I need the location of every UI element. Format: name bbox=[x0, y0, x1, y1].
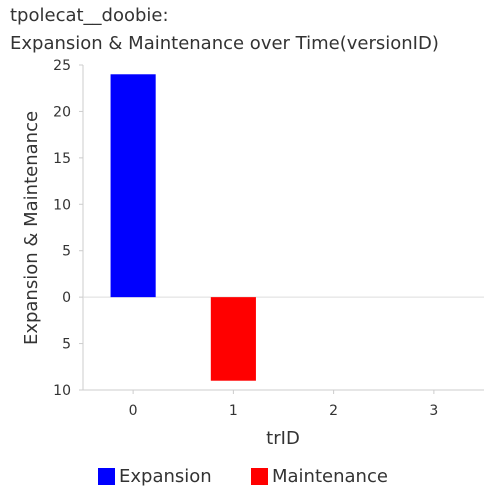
y-tick-label: 15 bbox=[53, 151, 71, 167]
legend-label-expansion: Expansion bbox=[119, 466, 212, 487]
y-tick-label: 5 bbox=[62, 244, 71, 260]
x-tick-label: 3 bbox=[429, 403, 438, 419]
y-tick-label: 5 bbox=[62, 337, 71, 353]
bar-expansion-0 bbox=[110, 74, 156, 298]
y-tick-label: 10 bbox=[53, 383, 71, 399]
legend-swatch-expansion bbox=[98, 468, 115, 485]
chart-title-line-2: Expansion & Maintenance over Time(versio… bbox=[10, 33, 439, 54]
y-axis-label: Expansion & Maintenance bbox=[21, 111, 42, 345]
x-tick-label: 0 bbox=[129, 403, 138, 419]
x-axis-label: trID bbox=[266, 428, 300, 449]
chart-title-line-1: tpolecat__doobie: bbox=[10, 5, 169, 26]
y-tick-label: 0 bbox=[62, 290, 71, 306]
y-tick-label: 10 bbox=[53, 197, 71, 213]
legend-item-maintenance: Maintenance bbox=[251, 466, 388, 487]
x-tick-label: 1 bbox=[229, 403, 238, 419]
legend-swatch-maintenance bbox=[251, 468, 268, 485]
bar-maintenance-1 bbox=[210, 297, 256, 381]
y-tick-label: 25 bbox=[53, 58, 71, 74]
y-tick-label: 20 bbox=[53, 104, 71, 120]
x-tick-label: 2 bbox=[329, 403, 338, 419]
legend-label-maintenance: Maintenance bbox=[272, 466, 388, 487]
legend-item-expansion: Expansion bbox=[98, 466, 212, 487]
